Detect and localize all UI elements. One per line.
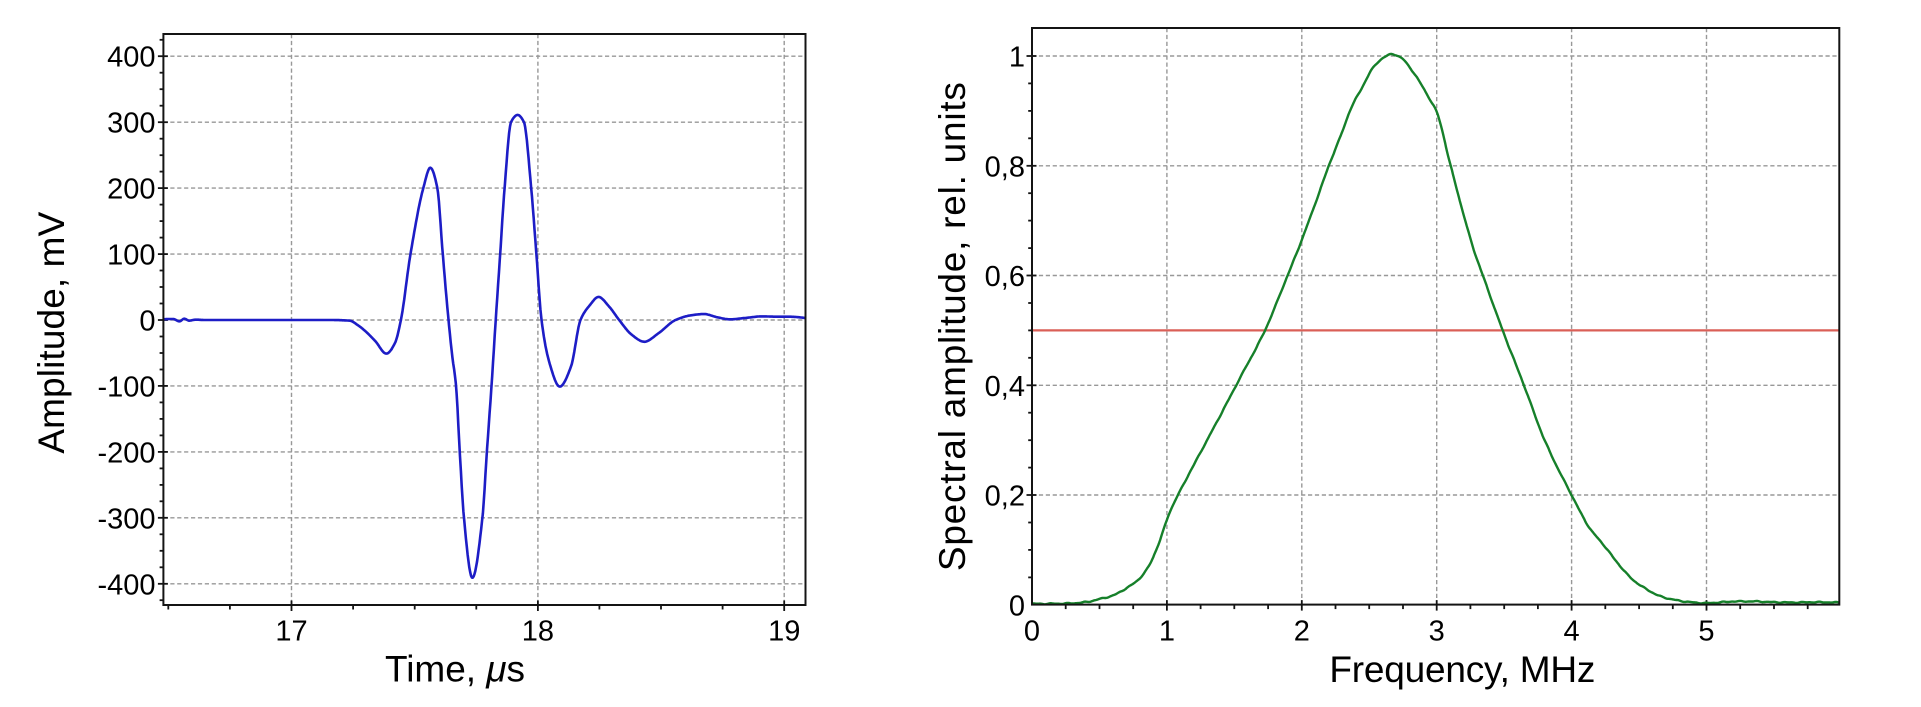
svg-text:300: 300 <box>107 108 155 140</box>
svg-text:1: 1 <box>1159 616 1175 648</box>
svg-text:0,2: 0,2 <box>985 481 1025 513</box>
svg-text:Spectral amplitude, rel. units: Spectral amplitude, rel. units <box>932 82 973 571</box>
svg-text:3: 3 <box>1429 616 1445 648</box>
svg-text:17: 17 <box>275 616 307 648</box>
svg-text:100: 100 <box>107 240 155 272</box>
svg-text:Time, μs: Time, μs <box>385 649 525 690</box>
svg-text:-300: -300 <box>97 503 155 535</box>
svg-text:0,8: 0,8 <box>985 151 1025 183</box>
svg-text:-400: -400 <box>97 569 155 601</box>
svg-text:0,4: 0,4 <box>985 371 1025 403</box>
svg-text:4: 4 <box>1564 616 1580 648</box>
svg-text:19: 19 <box>768 616 800 648</box>
svg-text:1: 1 <box>1009 42 1025 74</box>
svg-text:Frequency, MHz: Frequency, MHz <box>1329 649 1595 690</box>
svg-text:0,6: 0,6 <box>985 261 1025 293</box>
svg-text:0: 0 <box>139 306 155 338</box>
svg-text:400: 400 <box>107 42 155 74</box>
svg-text:2: 2 <box>1294 616 1310 648</box>
svg-text:0: 0 <box>1024 616 1040 648</box>
svg-text:200: 200 <box>107 174 155 206</box>
svg-text:0: 0 <box>1009 590 1025 622</box>
svg-text:18: 18 <box>522 616 554 648</box>
svg-text:-100: -100 <box>97 371 155 403</box>
svg-text:5: 5 <box>1698 616 1714 648</box>
svg-text:Amplitude, mV: Amplitude, mV <box>31 211 72 453</box>
svg-text:-200: -200 <box>97 437 155 469</box>
